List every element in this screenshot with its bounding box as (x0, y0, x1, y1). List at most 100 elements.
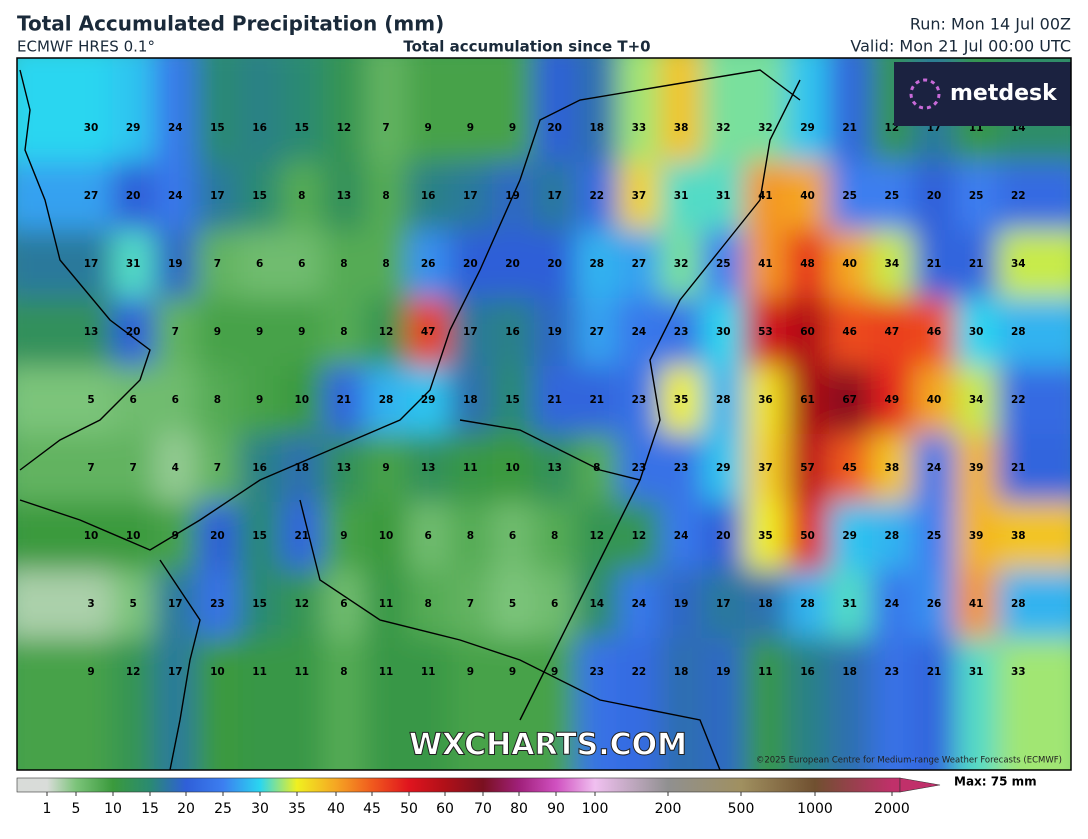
grid-value: 16 (800, 666, 815, 678)
precip-cell (112, 570, 155, 638)
grid-value: 9 (214, 326, 221, 338)
grid-value: 24 (632, 598, 647, 610)
precip-cell (449, 638, 492, 770)
grid-value: 19 (716, 666, 731, 678)
grid-value: 10 (84, 530, 99, 542)
precip-cell (912, 434, 956, 502)
precip-cell (238, 502, 281, 570)
grid-value: 9 (172, 530, 179, 542)
grid-value: 12 (294, 598, 309, 610)
grid-value: 31 (716, 190, 731, 202)
model: ECMWF HRES 0.1° (17, 38, 155, 56)
precip-cell (533, 638, 576, 770)
grid-value: 15 (252, 190, 267, 202)
precip-cell (533, 230, 576, 298)
precip-cell (786, 162, 829, 230)
precip-cell (744, 230, 787, 298)
border (459, 419, 642, 721)
grid-value: 21 (927, 258, 942, 270)
precip-cell (364, 434, 408, 502)
grid-value: 7 (172, 326, 179, 338)
precip-cell (870, 570, 913, 638)
precip-cell (154, 162, 197, 230)
grid-value: 39 (969, 530, 984, 542)
grid-value: 14 (589, 598, 604, 610)
precip-cell (786, 230, 829, 298)
grid-value: 35 (758, 530, 773, 542)
grid-value: 23 (589, 666, 604, 678)
grid-value: 17 (210, 190, 225, 202)
grid-value: 22 (632, 666, 647, 678)
grid-value: 7 (214, 462, 221, 474)
grid-value: 48 (800, 258, 815, 270)
colorbar-tick-label: 20 (177, 801, 195, 817)
grid-value: 31 (842, 598, 857, 610)
logo-box (894, 62, 1071, 126)
borders (19, 69, 801, 770)
grid-value: 12 (126, 666, 141, 678)
precip-cell (196, 298, 239, 366)
precip-cell (912, 162, 956, 230)
precip-cell (702, 298, 745, 366)
grid-value: 36 (758, 394, 773, 406)
grid-value: 8 (340, 258, 347, 270)
grid-value: 16 (252, 122, 267, 134)
precip-cell (870, 162, 913, 230)
grid-value: 8 (467, 530, 474, 542)
precip-cell (407, 366, 450, 434)
precip-cell (786, 638, 829, 770)
grid-value: 17 (463, 326, 478, 338)
grid-value: 20 (126, 190, 141, 202)
grid-value: 23 (885, 666, 900, 678)
grid-value: 40 (800, 190, 815, 202)
precip-cell (154, 502, 197, 570)
precip-cell (322, 638, 365, 770)
precip-cell (238, 570, 281, 638)
precip-cell (744, 638, 787, 770)
precip-cell (17, 434, 113, 502)
precip-cell (575, 58, 618, 162)
precip-cell (491, 366, 534, 434)
precip-cell (997, 638, 1071, 770)
grid-value: 6 (256, 258, 263, 270)
colorbar-tick-label: 70 (474, 801, 492, 817)
grid-value: 49 (885, 394, 900, 406)
colorbar-tick-label: 80 (510, 801, 528, 817)
precip-cell (322, 162, 365, 230)
grid-value: 34 (885, 258, 900, 270)
precip-cell (870, 366, 913, 434)
grid-value: 6 (509, 530, 516, 542)
grid-value: 9 (509, 666, 516, 678)
precip-cell (196, 502, 239, 570)
grid-value: 17 (547, 190, 562, 202)
grid-value: 13 (337, 462, 352, 474)
grid-value: 27 (632, 258, 647, 270)
precip-cell (112, 162, 155, 230)
grid-value: 18 (674, 666, 689, 678)
grid-value: 9 (425, 122, 432, 134)
precip-cell (154, 298, 197, 366)
grid-value: 26 (421, 258, 436, 270)
precip-cell (912, 366, 956, 434)
grid-value: 18 (294, 462, 309, 474)
grid-value: 29 (842, 530, 857, 542)
border (639, 79, 801, 481)
grid-value: 28 (885, 530, 900, 542)
grid-value: 24 (632, 326, 647, 338)
precip-cell (238, 162, 281, 230)
precip-cell (575, 638, 618, 770)
grid-value: 8 (593, 462, 600, 474)
precip-cell (997, 230, 1071, 298)
precip-cell (955, 366, 998, 434)
precip-cell (744, 162, 787, 230)
grid-value: 67 (842, 394, 857, 406)
precip-cell (491, 230, 534, 298)
precip-cell (660, 58, 703, 162)
grid-value: 20 (547, 258, 562, 270)
grid-value: 9 (509, 122, 516, 134)
grid-value: 34 (969, 394, 984, 406)
precip-cell (828, 570, 871, 638)
grid-value: 8 (425, 598, 432, 610)
grid-value: 6 (298, 258, 305, 270)
